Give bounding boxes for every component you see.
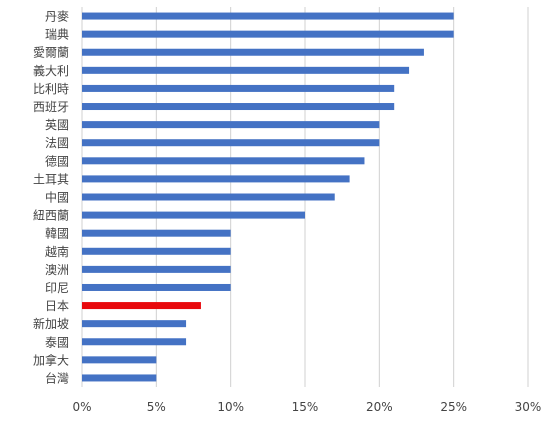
category-label: 愛爾蘭 bbox=[33, 46, 69, 60]
bar bbox=[82, 320, 187, 328]
category-label: 中國 bbox=[45, 190, 69, 205]
x-tick-label: 5% bbox=[147, 400, 166, 414]
bar bbox=[82, 30, 454, 38]
category-label: 越南 bbox=[45, 244, 69, 259]
category-label: 台灣 bbox=[45, 370, 69, 385]
category-label: 德國 bbox=[45, 153, 69, 168]
category-label: 紐西蘭 bbox=[33, 209, 69, 223]
category-label: 土耳其 bbox=[33, 172, 69, 186]
bar bbox=[82, 121, 380, 129]
bar bbox=[82, 139, 380, 147]
category-label: 法國 bbox=[45, 136, 69, 150]
x-tick-labels: 0% 5% 10% 15% 20% 25% 30% bbox=[72, 400, 541, 414]
bar bbox=[82, 374, 157, 382]
bar bbox=[82, 193, 335, 201]
category-label: 比利時 bbox=[33, 82, 69, 96]
category-label: 丹麥 bbox=[45, 10, 69, 24]
bar bbox=[82, 48, 424, 56]
bar bbox=[82, 103, 395, 111]
x-tick-label: 10% bbox=[217, 400, 244, 414]
bar bbox=[82, 265, 231, 273]
bar bbox=[82, 229, 231, 237]
category-label: 澳洲 bbox=[45, 263, 69, 277]
category-label: 韓國 bbox=[45, 227, 69, 241]
category-label: 印尼 bbox=[45, 281, 69, 295]
category-label: 日本 bbox=[45, 299, 69, 313]
bar bbox=[82, 84, 395, 92]
category-label: 加拿大 bbox=[33, 352, 69, 367]
category-label: 泰國 bbox=[45, 335, 69, 349]
category-label: 瑞典 bbox=[45, 28, 69, 42]
bar bbox=[82, 247, 231, 255]
category-label: 義大利 bbox=[33, 63, 69, 78]
x-tick-label: 30% bbox=[515, 400, 542, 414]
category-label: 西班牙 bbox=[33, 100, 69, 114]
category-labels: 丹麥瑞典愛爾蘭義大利比利時西班牙英國法國德國土耳其中國紐西蘭韓國越南澳洲印尼日本… bbox=[33, 10, 69, 386]
category-label: 英國 bbox=[45, 118, 69, 132]
bar bbox=[82, 175, 350, 183]
bar bbox=[82, 338, 187, 346]
category-label: 新加坡 bbox=[33, 316, 69, 331]
x-tick-label: 0% bbox=[72, 400, 91, 414]
bar bbox=[82, 66, 410, 74]
bar bbox=[82, 211, 305, 219]
x-tick-label: 20% bbox=[366, 400, 393, 414]
bar bbox=[82, 356, 157, 364]
bar bbox=[82, 12, 454, 20]
bar bbox=[82, 157, 365, 165]
bars bbox=[82, 12, 454, 382]
bar bbox=[82, 302, 201, 310]
x-tick-label: 25% bbox=[440, 400, 467, 414]
bar bbox=[82, 283, 231, 291]
x-tick-label: 15% bbox=[292, 400, 319, 414]
